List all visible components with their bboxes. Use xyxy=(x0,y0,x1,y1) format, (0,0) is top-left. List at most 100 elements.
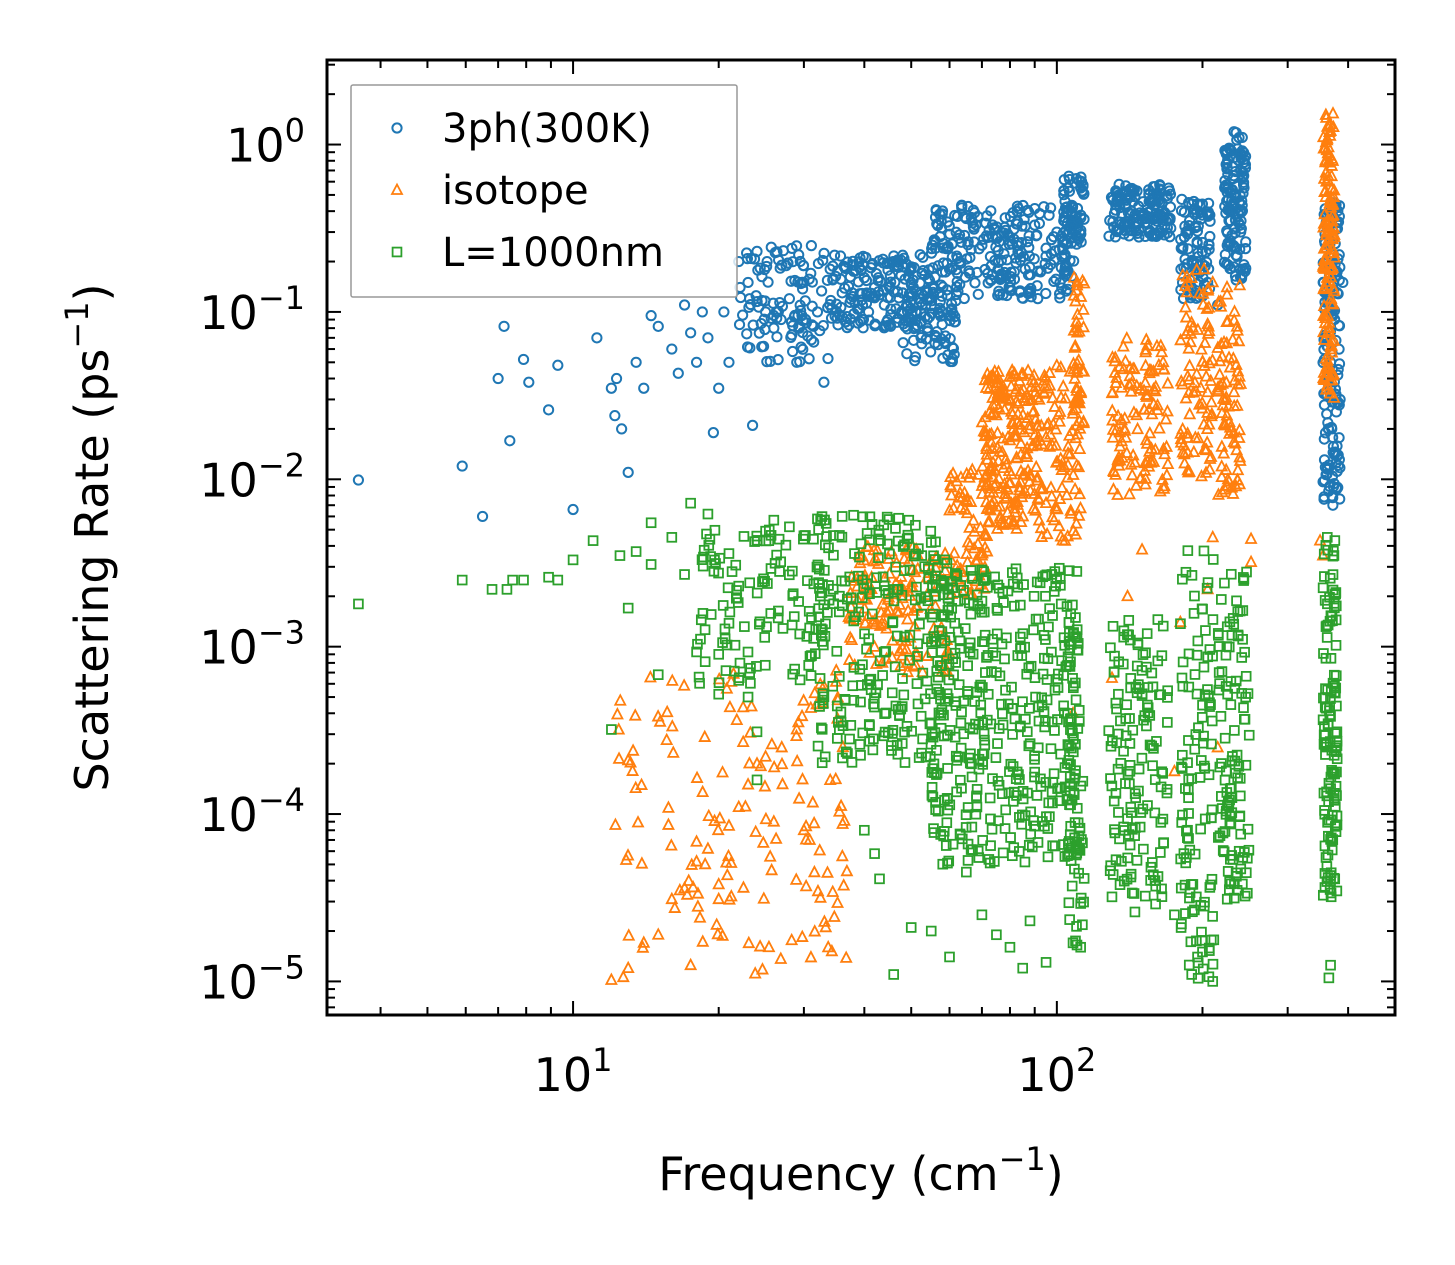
square-marker xyxy=(868,733,879,745)
triangle-marker xyxy=(1325,158,1339,171)
square-marker xyxy=(759,575,770,587)
square-marker xyxy=(787,668,799,680)
circle-marker xyxy=(785,331,797,343)
triangle-marker xyxy=(1070,383,1084,396)
circle-marker xyxy=(1337,276,1349,289)
square-marker xyxy=(587,535,599,546)
square-marker xyxy=(693,671,705,683)
circle-marker xyxy=(822,352,834,365)
triangle-marker xyxy=(767,759,781,773)
triangle-marker xyxy=(808,924,822,937)
square-marker xyxy=(872,679,883,691)
triangle-marker xyxy=(1134,470,1148,483)
square-marker xyxy=(1328,788,1340,799)
square-marker xyxy=(723,548,735,559)
circle-marker xyxy=(1028,253,1040,265)
circle-marker xyxy=(1224,185,1236,198)
triangle-marker xyxy=(813,890,827,903)
triangle-marker xyxy=(1185,270,1199,284)
square-marker xyxy=(939,554,951,566)
square-marker xyxy=(1139,710,1151,721)
square-marker xyxy=(1010,563,1022,575)
square-marker xyxy=(1219,826,1231,837)
square-marker xyxy=(1015,599,1026,611)
square-marker xyxy=(802,575,813,586)
triangle-marker xyxy=(1110,370,1124,383)
square-marker xyxy=(884,548,895,560)
triangle-marker xyxy=(1023,483,1037,496)
square-marker xyxy=(1075,898,1086,909)
square-marker xyxy=(666,532,678,543)
circle-marker xyxy=(678,299,691,311)
triangle-marker xyxy=(991,425,1005,439)
square-marker xyxy=(936,637,947,649)
circle-marker xyxy=(830,305,843,318)
square-marker xyxy=(1204,697,1215,708)
square-marker xyxy=(622,602,634,614)
triangle-marker xyxy=(866,614,880,627)
triangle-marker xyxy=(1042,416,1056,429)
square-marker xyxy=(1221,893,1233,905)
triangle-marker xyxy=(860,539,874,552)
circle-marker xyxy=(905,261,917,273)
triangle-marker xyxy=(1140,436,1154,449)
square-marker xyxy=(734,657,746,669)
square-marker xyxy=(729,639,741,651)
square-marker xyxy=(751,726,763,738)
triangle-marker xyxy=(883,603,897,616)
circle-marker xyxy=(630,356,642,368)
square-marker xyxy=(970,808,982,820)
triangle-marker xyxy=(1069,401,1083,414)
triangle-marker xyxy=(1317,141,1331,154)
square-marker xyxy=(1113,656,1125,668)
circle-marker xyxy=(995,254,1007,266)
circle-marker xyxy=(888,255,900,268)
square-marker xyxy=(724,606,736,618)
square-marker xyxy=(679,569,690,580)
square-marker xyxy=(1150,898,1161,910)
triangle-marker xyxy=(790,753,804,767)
triangle-marker xyxy=(1029,459,1043,473)
square-marker xyxy=(1133,785,1144,797)
triangle-marker xyxy=(1325,226,1339,240)
square-marker xyxy=(1109,824,1120,835)
triangle-marker xyxy=(990,521,1004,534)
circle-marker xyxy=(925,346,937,358)
triangle-marker xyxy=(1055,480,1069,493)
circle-marker xyxy=(797,315,809,327)
square-marker xyxy=(827,680,839,692)
square-marker xyxy=(1242,688,1254,699)
circle-marker xyxy=(1060,268,1072,280)
circle-marker xyxy=(743,293,756,305)
triangle-marker xyxy=(1076,302,1090,315)
triangle-marker xyxy=(643,670,657,683)
circle-marker xyxy=(930,204,942,216)
triangle-marker xyxy=(1244,554,1258,568)
circle-marker xyxy=(702,332,714,344)
triangle-marker xyxy=(831,895,845,908)
square-marker xyxy=(1116,856,1127,867)
square-marker xyxy=(1063,897,1075,909)
square-marker xyxy=(972,845,984,857)
square-marker xyxy=(1125,801,1137,813)
circle-marker xyxy=(814,325,826,337)
circle-marker xyxy=(1112,189,1124,201)
x-tick-label: 102 xyxy=(1017,1041,1096,1102)
triangle-marker xyxy=(1232,430,1246,443)
square-marker xyxy=(998,597,1009,608)
square-marker xyxy=(1324,572,1336,584)
triangle-marker xyxy=(1067,323,1081,336)
triangle-marker xyxy=(1067,270,1081,283)
circle-marker xyxy=(857,313,870,326)
triangle-marker xyxy=(997,460,1011,474)
square-marker xyxy=(831,700,843,712)
square-marker xyxy=(1040,777,1052,788)
square-marker xyxy=(1015,631,1026,643)
triangle-marker xyxy=(1160,467,1174,481)
triangle-marker xyxy=(1119,430,1133,443)
square-marker xyxy=(1330,687,1341,699)
square-marker xyxy=(1064,740,1075,752)
triangle-marker xyxy=(759,811,773,825)
triangle-marker xyxy=(1068,340,1082,353)
square-marker xyxy=(1068,628,1079,640)
